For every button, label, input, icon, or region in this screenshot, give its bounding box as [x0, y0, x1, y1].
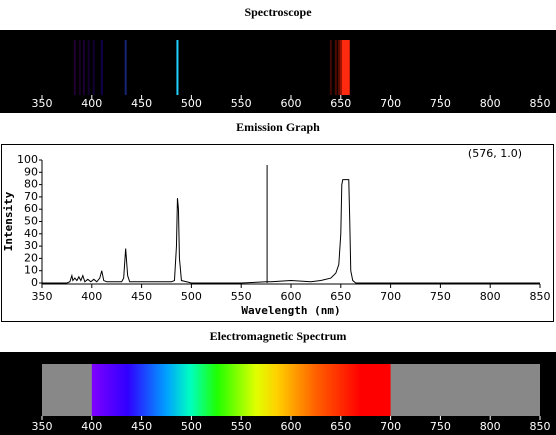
cursor-readout: (576, 1.0)	[468, 147, 522, 160]
x-tick-label: 800	[480, 420, 501, 433]
y-tick-label: 0	[31, 276, 38, 289]
y-tick-label: 90	[24, 165, 38, 178]
x-tick-label: 400	[81, 290, 102, 303]
spectral-line	[334, 40, 337, 95]
spectral-line	[339, 40, 342, 95]
x-tick-label: 800	[480, 290, 501, 303]
x-tick-label: 850	[530, 420, 551, 433]
y-tick-label: 60	[24, 202, 38, 215]
y-tick-label: 10	[24, 264, 38, 277]
y-tick-label: 30	[24, 239, 38, 252]
y-tick-label: 80	[24, 178, 38, 191]
spectral-line	[82, 40, 85, 95]
x-tick-label: 350	[32, 420, 53, 433]
x-tick-label: 450	[131, 420, 152, 433]
x-tick-label: 450	[131, 290, 152, 303]
x-tick-label: 750	[430, 420, 451, 433]
x-tick-label: 750	[430, 97, 451, 110]
x-tick-label: 400	[81, 97, 102, 110]
y-tick-label: 70	[24, 190, 38, 203]
spectral-line	[78, 40, 81, 95]
x-tick-label: 550	[231, 420, 252, 433]
spectroscope-panel	[0, 30, 556, 113]
x-axis-label: Wavelength (nm)	[241, 304, 340, 317]
x-tick-label: 650	[330, 420, 351, 433]
x-tick-label: 650	[330, 97, 351, 110]
x-tick-label: 750	[430, 290, 451, 303]
x-tick-label: 450	[131, 97, 152, 110]
x-tick-label: 350	[32, 290, 53, 303]
x-tick-label: 850	[530, 290, 551, 303]
x-tick-label: 850	[530, 97, 551, 110]
x-tick-label: 800	[480, 97, 501, 110]
spectroscope-title: Spectroscope	[244, 5, 312, 19]
spectral-line	[73, 40, 76, 95]
spectral-line	[337, 40, 340, 95]
x-tick-label: 700	[380, 420, 401, 433]
spectral-line	[329, 40, 332, 95]
emission-title: Emission Graph	[236, 120, 320, 134]
emission-line	[42, 179, 540, 284]
y-tick-label: 100	[17, 153, 38, 166]
x-tick-label: 600	[281, 290, 302, 303]
x-tick-label: 700	[380, 97, 401, 110]
x-tick-label: 500	[181, 97, 202, 110]
spectral-line	[100, 40, 103, 95]
x-tick-label: 500	[181, 420, 202, 433]
spectral-line	[176, 40, 179, 95]
x-tick-label: 700	[380, 290, 401, 303]
em-title: Electromagnetic Spectrum	[210, 329, 347, 343]
y-tick-label: 50	[24, 215, 38, 228]
x-tick-label: 600	[281, 97, 302, 110]
x-tick-label: 650	[330, 290, 351, 303]
y-axis-label: Intensity	[2, 191, 15, 251]
x-tick-label: 550	[231, 290, 252, 303]
x-tick-label: 500	[181, 290, 202, 303]
emission-panel	[1, 144, 554, 322]
spectral-line	[92, 40, 95, 95]
y-tick-label: 40	[24, 227, 38, 240]
y-tick-label: 20	[24, 251, 38, 264]
spectral-line	[124, 40, 127, 95]
layer: 350 400 450 500 550 600 650 700 750 800 850 0102030…	[2, 40, 551, 433]
x-tick-label: 350	[32, 97, 53, 110]
spectral-line	[87, 40, 90, 95]
x-tick-label: 600	[281, 420, 302, 433]
x-tick-label: 550	[231, 97, 252, 110]
x-tick-label: 400	[81, 420, 102, 433]
visible-range	[91, 364, 391, 416]
spectral-line	[347, 40, 350, 95]
